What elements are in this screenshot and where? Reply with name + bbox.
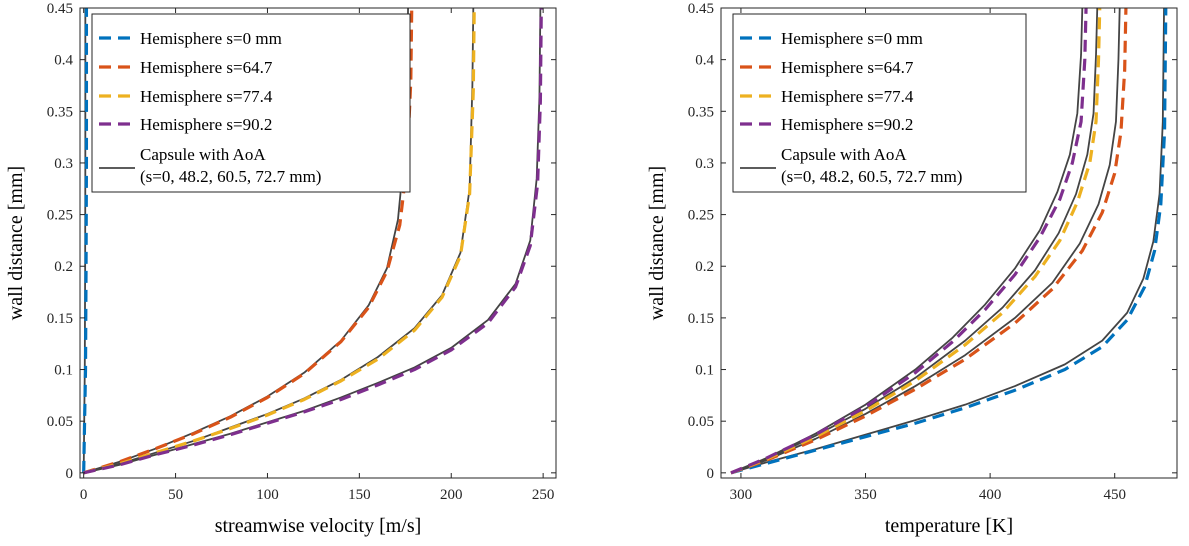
temperature-y-tick-label: 0.3: [695, 156, 714, 172]
velocity-y-tick-label: 0.4: [54, 53, 73, 69]
legend-label-hemisphere-s77: Hemisphere s=77.4: [140, 87, 273, 106]
velocity-y-tick-label: 0.3: [54, 156, 73, 172]
velocity-y-tick-label: 0.2: [54, 259, 73, 275]
legend-label-hemisphere-s64: Hemisphere s=64.7: [140, 58, 273, 77]
legend-label-capsule-line-1: Capsule with AoA: [781, 145, 907, 164]
legend-label-capsule: Capsule with AoA (s=0, 48.2, 60.5, 72.7 m…: [140, 145, 321, 186]
temperature-legend: Hemisphere s=0 mm Hemisphere s=64.7 Hemi…: [732, 13, 1027, 193]
velocity-series-hemisphere-s77: [83, 7, 476, 475]
legend-label-capsule-line-2: (s=0, 48.2, 60.5, 72.7 mm): [781, 167, 962, 186]
velocity-x-axis-label: streamwise velocity [m/s]: [215, 515, 422, 537]
temperature-y-tick-label: 0.25: [688, 208, 714, 224]
temperature-series-hemisphere-s0: [730, 7, 1168, 475]
temperature-x-tick-label: 400: [979, 487, 1002, 503]
temperature-y-tick-label: 0.15: [688, 311, 714, 327]
temperature-x-tick-label: 350: [854, 487, 877, 503]
legend-label-hemisphere-s0: Hemisphere s=0 mm: [781, 29, 923, 48]
velocity-x-tick-label: 150: [348, 487, 371, 503]
legend-label-hemisphere-s64: Hemisphere s=64.7: [781, 58, 914, 77]
velocity-y-tick-label: 0.05: [47, 414, 73, 430]
temperature-x-axis-label: temperature [K]: [885, 515, 1013, 537]
temperature-y-tick-label: 0.45: [688, 1, 714, 17]
velocity-y-axis-label: wall distance [mm]: [5, 166, 27, 320]
temperature-y-tick-label: 0.35: [688, 104, 714, 120]
velocity-x-tick-label: 50: [168, 487, 183, 503]
velocity-y-tick-label: 0.1: [54, 363, 73, 379]
velocity-y-tick-label: 0: [66, 466, 74, 482]
velocity-x-tick-label: 0: [80, 487, 88, 503]
temperature-axes-box: [720, 7, 1178, 479]
temperature-series-hemisphere-s90: [730, 7, 1088, 475]
temperature-series-hemisphere-s64: [730, 7, 1128, 475]
velocity-axes-box: [79, 7, 557, 479]
legend-label-hemisphere-s90: Hemisphere s=90.2: [140, 115, 272, 134]
temperature-x-tick-label: 300: [730, 487, 753, 503]
temperature-profile-chart: 300 350 400 450 0 0.05 0.1 0.15 0.2 0.25 0.3 0.35 0.…: [646, 1, 1178, 537]
velocity-legend: Hemisphere s=0 mm Hemisphere s=64.7 Hemi…: [91, 13, 411, 193]
velocity-axis-ticks: 0 50 100 150 200 250 0 0.05 0.1 0.15 0.2 0.25 0.3 0.3…: [47, 1, 556, 503]
velocity-y-tick-label: 0.15: [47, 311, 73, 327]
velocity-x-tick-label: 250: [532, 487, 555, 503]
temperature-y-tick-label: 0.2: [695, 259, 714, 275]
temperature-series-hemisphere-s77: [730, 7, 1102, 475]
temperature-y-tick-label: 0: [707, 466, 715, 482]
velocity-x-tick-label: 200: [440, 487, 463, 503]
legend-label-capsule: Capsule with AoA (s=0, 48.2, 60.5, 72.7 m…: [781, 145, 962, 186]
legend-label-capsule-line-2: (s=0, 48.2, 60.5, 72.7 mm): [140, 167, 321, 186]
velocity-legend-box: [91, 13, 411, 193]
legend-label-capsule-line-1: Capsule with AoA: [140, 145, 266, 164]
temperature-axis-ticks: 300 350 400 450 0 0.05 0.1 0.15 0.2 0.25 0.3 0.35 0.…: [688, 1, 1177, 503]
velocity-y-tick-label: 0.35: [47, 104, 73, 120]
velocity-series-hemisphere-s90: [83, 7, 543, 475]
temperature-x-tick-label: 450: [1103, 487, 1126, 503]
velocity-x-tick-label: 100: [256, 487, 279, 503]
velocity-y-tick-label: 0.25: [47, 208, 73, 224]
temperature-y-tick-label: 0.05: [688, 414, 714, 430]
legend-label-hemisphere-s77: Hemisphere s=77.4: [781, 87, 914, 106]
temperature-y-axis-label: wall distance [mm]: [646, 166, 668, 320]
temperature-y-tick-label: 0.4: [695, 53, 714, 69]
temperature-legend-box: [732, 13, 1027, 193]
temperature-y-tick-label: 0.1: [695, 363, 714, 379]
velocity-series-hemisphere-s0: [82, 8, 89, 473]
velocity-profile-chart: 0 50 100 150 200 250 0 0.05 0.1 0.15 0.2 0.25 0.3 0.3…: [5, 1, 557, 537]
velocity-y-tick-label: 0.45: [47, 1, 73, 17]
temperature-plot-lines: [730, 7, 1168, 475]
legend-label-hemisphere-s0: Hemisphere s=0 mm: [140, 29, 282, 48]
legend-label-hemisphere-s90: Hemisphere s=90.2: [781, 115, 913, 134]
